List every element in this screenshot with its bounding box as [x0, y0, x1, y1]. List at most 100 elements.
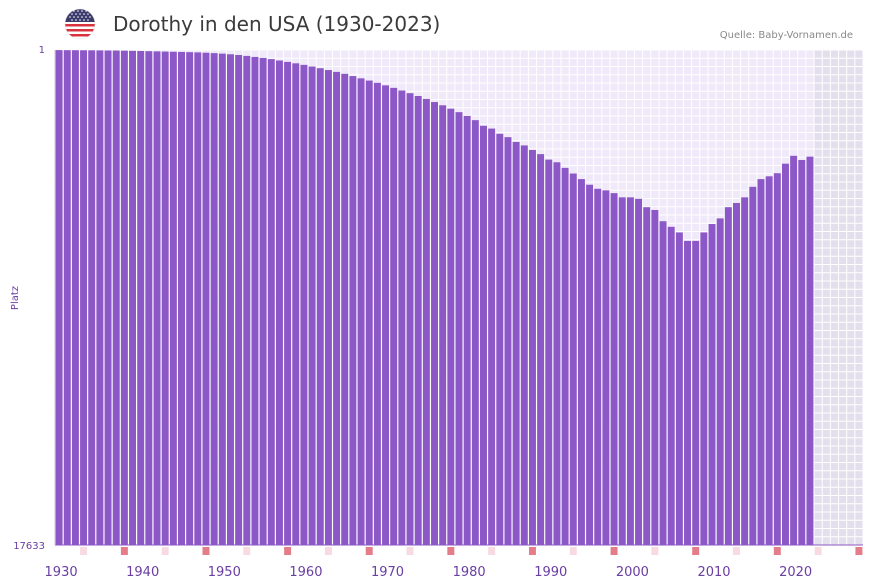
- bar-1991: [553, 162, 561, 545]
- y-tick-label: 1: [39, 45, 45, 56]
- bar-1976: [431, 102, 438, 545]
- page-title: Dorothy in den USA (1930-2023): [113, 12, 441, 36]
- bar-2015: [749, 186, 757, 545]
- bar-1960: [300, 64, 308, 545]
- bar-1972: [398, 90, 406, 546]
- bar-1957: [275, 60, 283, 545]
- bar-2020: [790, 155, 798, 546]
- bar-1999: [618, 197, 626, 545]
- decade-marker: [528, 547, 536, 555]
- decade-marker: [120, 547, 128, 555]
- bar-1984: [496, 133, 504, 545]
- half-decade-marker: [651, 547, 659, 555]
- half-decade-marker: [80, 547, 88, 555]
- bar-2003: [651, 209, 659, 546]
- decade-marker: [202, 547, 210, 555]
- bar-1940: [137, 50, 145, 545]
- bar-2019: [781, 163, 789, 545]
- bar-2016: [757, 179, 765, 545]
- half-decade-marker: [161, 547, 169, 555]
- x-tick-label: 1950: [208, 565, 241, 580]
- bar-1949: [210, 53, 218, 545]
- bar-1942: [153, 51, 161, 546]
- decade-marker: [447, 547, 455, 555]
- bar-2006: [675, 232, 683, 545]
- bar-1955: [259, 57, 267, 545]
- half-decade-marker: [488, 547, 496, 555]
- bar-1967: [357, 78, 365, 545]
- bar-1995: [586, 184, 594, 545]
- bar-1968: [365, 80, 373, 545]
- bar-2018: [773, 173, 781, 545]
- bar-1977: [439, 105, 447, 545]
- bar-2022: [806, 156, 814, 545]
- bar-1931: [63, 50, 71, 545]
- bar-1973: [406, 93, 414, 546]
- bar-1964: [333, 71, 341, 545]
- half-decade-marker: [569, 547, 577, 555]
- bar-1994: [577, 179, 585, 545]
- bar-2012: [724, 207, 732, 545]
- x-tick-label: 1940: [126, 565, 159, 580]
- bar-1939: [129, 50, 137, 545]
- bar-1982: [480, 125, 487, 545]
- bar-1979: [455, 112, 463, 546]
- decade-marker: [855, 547, 863, 555]
- bar-1978: [447, 108, 455, 546]
- bar-2009: [700, 232, 708, 545]
- bar-1969: [373, 82, 381, 546]
- bar-1953: [243, 55, 251, 545]
- bar-1956: [267, 59, 275, 546]
- x-tick-label: 1960: [289, 565, 322, 580]
- bar-1963: [324, 70, 332, 546]
- bar-2007: [684, 240, 692, 546]
- bar-1989: [537, 154, 545, 546]
- bar-2013: [733, 202, 740, 546]
- decade-marker: [365, 547, 373, 555]
- bar-1970: [382, 85, 390, 546]
- bar-2002: [643, 207, 651, 545]
- bar-1951: [226, 54, 234, 545]
- decade-marker: [692, 547, 700, 555]
- half-decade-marker: [814, 547, 822, 555]
- x-tick-label: 1990: [534, 565, 567, 580]
- bar-2008: [692, 240, 700, 546]
- bar-1952: [235, 54, 243, 546]
- bar-1962: [316, 68, 324, 545]
- x-tick-label: 1930: [45, 565, 78, 580]
- bar-1938: [120, 50, 128, 546]
- bar-1947: [194, 52, 202, 545]
- bar-1946: [186, 52, 194, 546]
- bar-1935: [96, 50, 104, 545]
- half-decade-marker: [406, 547, 414, 555]
- bar-1992: [561, 167, 569, 545]
- usa-flag-icon: [64, 8, 96, 40]
- bar-1987: [520, 145, 528, 545]
- bar-1945: [178, 51, 185, 545]
- bar-1985: [504, 137, 512, 546]
- bar-1966: [349, 76, 357, 546]
- bar-2014: [741, 197, 749, 545]
- bar-1932: [71, 50, 79, 545]
- bar-1943: [161, 51, 169, 545]
- half-decade-marker: [324, 547, 332, 555]
- bar-1936: [104, 50, 112, 545]
- half-decade-marker: [733, 547, 740, 555]
- y-axis-label: Platz: [10, 286, 21, 310]
- bar-2010: [708, 224, 716, 545]
- bar-2000: [626, 197, 634, 545]
- bar-1997: [602, 190, 610, 545]
- bar-1944: [169, 51, 177, 546]
- x-tick-label: 1980: [453, 565, 486, 580]
- half-decade-marker: [243, 547, 251, 555]
- bar-1958: [284, 61, 292, 546]
- bar-1993: [569, 173, 577, 546]
- bar-1974: [414, 96, 422, 545]
- bar-1948: [202, 52, 210, 545]
- bar-1950: [218, 53, 226, 545]
- bar-1975: [422, 98, 430, 545]
- bar-1983: [488, 128, 496, 545]
- bar-1996: [594, 188, 602, 545]
- decade-marker: [610, 547, 618, 555]
- x-tick-label: 2000: [616, 565, 649, 580]
